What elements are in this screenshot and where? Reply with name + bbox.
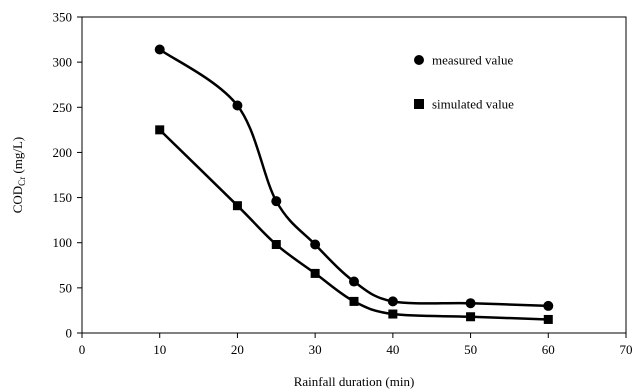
x-tick-label: 60 bbox=[542, 342, 555, 357]
plot-frame bbox=[81, 16, 627, 334]
x-tick-label: 50 bbox=[464, 342, 477, 357]
x-tick-label: 20 bbox=[231, 342, 244, 357]
y-tick-label: 300 bbox=[53, 55, 73, 70]
x-axis-title: Rainfall duration (min) bbox=[294, 374, 415, 389]
y-tick-label: 100 bbox=[53, 235, 73, 250]
x-tick-label: 40 bbox=[386, 342, 399, 357]
data-point-square bbox=[543, 314, 553, 324]
y-axis-title-main: COD bbox=[10, 186, 25, 213]
legend-marker-circle bbox=[414, 55, 424, 65]
series-square bbox=[155, 125, 553, 324]
y-axis-title: CODCr (mg/L) bbox=[10, 137, 27, 214]
data-point-square bbox=[466, 312, 476, 322]
legend: measured value simulated value bbox=[414, 53, 514, 112]
data-point-square bbox=[388, 309, 398, 319]
x-tick-label: 70 bbox=[620, 342, 633, 357]
data-point-circle bbox=[271, 196, 282, 207]
x-tick-label: 10 bbox=[153, 342, 166, 357]
y-tick-label: 350 bbox=[53, 10, 73, 25]
y-axis-title-sub: Cr bbox=[17, 177, 27, 186]
data-point-square bbox=[155, 125, 165, 135]
legend-marker-square bbox=[414, 99, 424, 109]
data-point-circle bbox=[349, 276, 359, 287]
series-line bbox=[158, 128, 549, 321]
series-line bbox=[158, 48, 549, 308]
data-point-circle bbox=[543, 300, 554, 311]
y-tick-label: 0 bbox=[66, 326, 73, 341]
series-circle bbox=[154, 44, 554, 311]
x-tick-label: 30 bbox=[309, 342, 322, 357]
data-point-circle bbox=[310, 239, 321, 250]
data-point-square bbox=[271, 240, 281, 250]
data-point-circle bbox=[154, 44, 165, 55]
y-tick-label: 250 bbox=[53, 100, 73, 115]
legend-label: measured value bbox=[432, 53, 513, 68]
data-point-square bbox=[310, 268, 320, 278]
legend-label: simulated value bbox=[432, 97, 514, 112]
y-tick-label: 200 bbox=[53, 145, 73, 160]
y-axis-title-unit: (mg/L) bbox=[10, 137, 25, 177]
data-point-square bbox=[232, 201, 242, 211]
y-tick-label: 150 bbox=[53, 190, 73, 205]
axes: 0 10 20 30 40 50 60 70 0 50 100 150 200 250 300 350 bbox=[53, 10, 633, 358]
series-layer bbox=[154, 44, 554, 324]
y-tick-label: 50 bbox=[59, 280, 72, 295]
data-point-square bbox=[349, 296, 359, 306]
data-point-circle bbox=[232, 100, 243, 111]
x-tick-label: 0 bbox=[79, 342, 86, 357]
data-point-circle bbox=[387, 296, 398, 307]
data-point-circle bbox=[465, 298, 476, 309]
